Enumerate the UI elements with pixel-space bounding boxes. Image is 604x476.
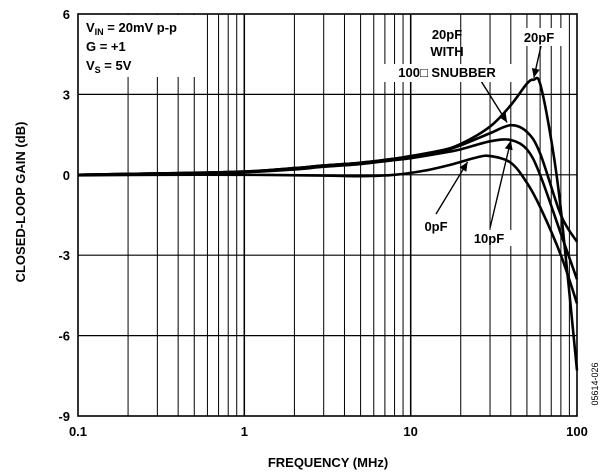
snubber-label-bg [378, 64, 516, 82]
label-20pf-snubber-line3: 100□ SNUBBER [398, 65, 496, 80]
label-20pf: 20pF [524, 30, 554, 45]
label-20pf-snubber-line1: 20pF [432, 27, 462, 42]
label-20pf-snubber-line2: WITH [430, 44, 463, 59]
y-tick-label: -6 [58, 329, 70, 344]
arrow-0pf-head [459, 161, 468, 172]
y-tick-label: 0 [63, 168, 70, 183]
label-0pf-bg [418, 218, 454, 234]
x-tick-label: 1 [241, 424, 248, 439]
series-c20 [77, 76, 579, 371]
tick-labels: 0.1 1 10 100 6 3 0 -3 -6 -9 [58, 7, 587, 439]
arrow-10pf [489, 140, 512, 229]
series-c20_with_snubber [77, 123, 579, 243]
x-tick-label: 10 [403, 424, 417, 439]
y-axis-title: CLOSED-LOOP GAIN (dB) [13, 122, 28, 283]
condition-gain: G = +1 [86, 39, 126, 54]
label-10pf-bg [465, 230, 513, 246]
label-0pf: 0pF [424, 219, 447, 234]
chart-series [77, 76, 579, 371]
label-10pf: 10pF [474, 231, 504, 246]
condition-vin: VIN = 20mV p-p [86, 20, 177, 37]
figure-id: 05614-026 [590, 362, 600, 405]
plot-frame [77, 13, 578, 417]
label-20pf-bg [514, 28, 564, 46]
arrow-10pf-head [504, 140, 513, 151]
chart-arrows [435, 45, 542, 229]
conditions-box [80, 15, 200, 77]
series-c10 [77, 138, 579, 280]
y-tick-label: 6 [63, 7, 70, 22]
y-tick-label: -3 [58, 248, 70, 263]
x-tick-label: 100 [566, 424, 588, 439]
y-tick-label: -9 [58, 409, 70, 424]
arrow-20pf-snubber-head [498, 112, 508, 123]
x-tick-label: 0.1 [69, 424, 87, 439]
y-tick-label: 3 [63, 87, 70, 102]
arrow-20pf-head [531, 67, 540, 78]
condition-vs: VS = 5V [86, 58, 132, 75]
x-axis-title: FREQUENCY (MHz) [268, 455, 388, 470]
arrow-0pf [435, 161, 469, 215]
series-c0 [77, 154, 579, 304]
